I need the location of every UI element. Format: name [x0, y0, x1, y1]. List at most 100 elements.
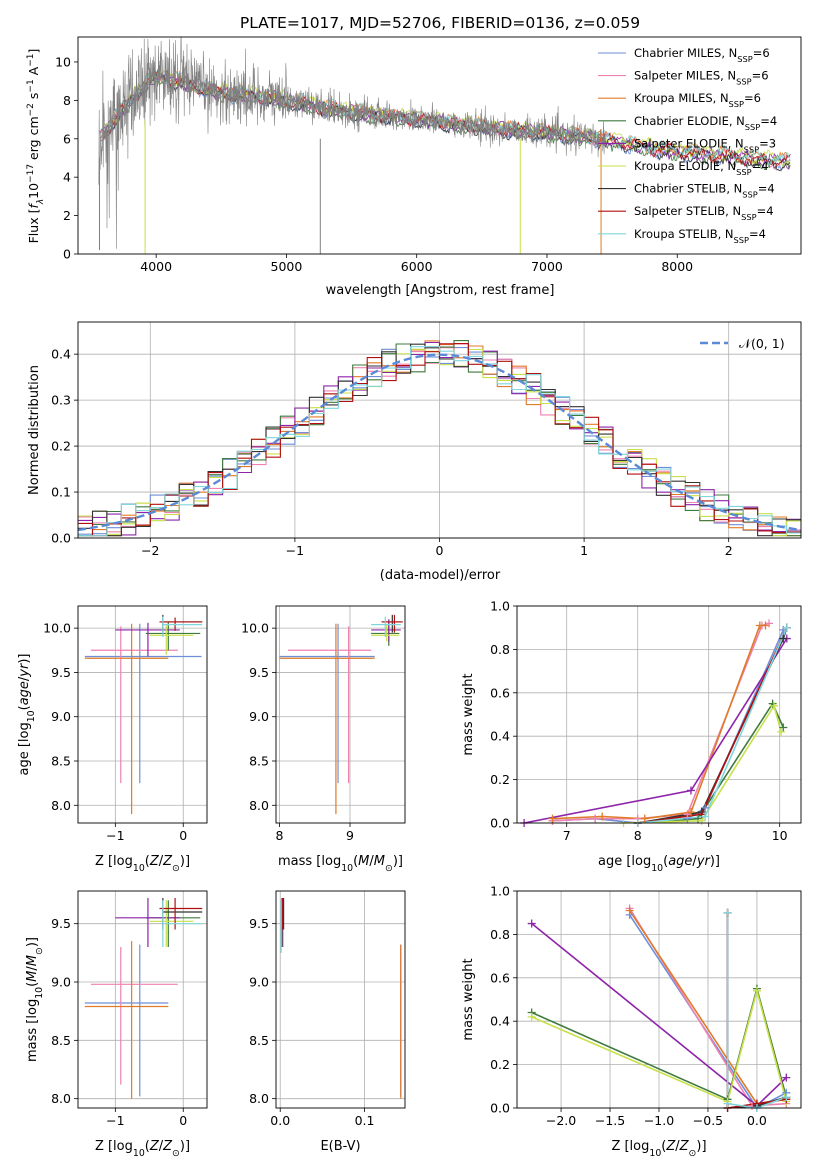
- label-part: Kroupa STELIB, N: [634, 227, 734, 241]
- weight-line: [531, 987, 788, 1103]
- label-part: 10: [133, 1148, 145, 1159]
- y-axis-label: mass weight: [461, 673, 476, 755]
- label-part: =4: [758, 182, 775, 196]
- label-part: =6: [752, 69, 769, 83]
- label-part: SSP: [737, 54, 752, 64]
- y-axis-label: age [log10(age/yr)]: [17, 653, 37, 775]
- x-tick-label: 4000: [140, 259, 172, 274]
- axes-frame: [516, 605, 802, 824]
- weight-marker: [548, 814, 557, 823]
- chart-spectrum: 4000 5000 6000 7000 8000 0 2 4 6 8 10 Chabrier MILE…: [26, 36, 802, 298]
- label-part: (: [661, 1139, 666, 1154]
- label-part: ⊙: [385, 863, 393, 874]
- label-part: /: [17, 676, 32, 681]
- y-tick-label: 10.0: [241, 621, 269, 636]
- label-part: =4: [760, 114, 777, 128]
- label-part: yr: [17, 662, 32, 678]
- x-tick-label: 9: [346, 828, 354, 843]
- x-tick-label: −1.0: [644, 1113, 674, 1128]
- legend-label: Kroupa STELIB, NSSP=4: [634, 227, 766, 245]
- label-part: 10: [341, 863, 353, 874]
- plot-area: [279, 614, 403, 815]
- chart-residuals: −2 −1 0 1 2 0.0 0.1 0.2 0.3 0.4 𝒩(0, 1) (data-model…: [27, 321, 802, 583]
- label-part: −17: [26, 164, 36, 183]
- x-axis-label: wavelength [Angstrom, rest frame]: [326, 283, 555, 298]
- axes-frame: [275, 890, 406, 1109]
- x-tick-label: 2: [725, 543, 733, 558]
- weight-marker: [625, 906, 634, 915]
- label-part: 10: [649, 1148, 661, 1159]
- label-part: Chabrier MILES, N: [634, 46, 737, 60]
- label-part: ]: [26, 49, 41, 54]
- y-tick-label: 8.5: [51, 1033, 71, 1048]
- axes-frame: [77, 321, 802, 539]
- legend-label: Salpeter ELODIE, NSSP=3: [634, 136, 776, 154]
- label-part: =4: [757, 204, 774, 218]
- label-part: f: [26, 203, 41, 209]
- label-part: /: [159, 854, 164, 869]
- y-tick-label: 0.8: [490, 642, 510, 657]
- y-tick-label: 1.0: [490, 599, 510, 614]
- label-part: 10: [26, 183, 41, 199]
- y-axis-label: mass weight: [461, 958, 476, 1040]
- y-tick-label: 9.5: [249, 665, 269, 680]
- chart-z-weight: −2.0 −1.5 −1.0 −0.5 0.0 0.0 0.2 0.4 0.6 0.8 1.0 Z […: [461, 884, 802, 1159]
- label-part: ⊙: [34, 947, 45, 955]
- y-axis-label: Flux [fλ10−17 erg cm−2 s−1 A−1]: [26, 49, 46, 244]
- histogram-step: [78, 343, 801, 537]
- label-part: Chabrier STELIB, N: [634, 182, 742, 196]
- x-tick-label: 7: [563, 828, 571, 843]
- label-part: Z: [665, 1139, 676, 1154]
- label-part: age: [17, 681, 32, 705]
- label-part: λ: [36, 199, 46, 205]
- plot-area: [84, 898, 203, 1099]
- gaussian-curve: [78, 353, 801, 532]
- weight-line: [523, 638, 788, 823]
- label-part: age [log: [17, 722, 32, 775]
- y-tick-label: 9.5: [51, 916, 71, 931]
- label-part: Z: [162, 854, 173, 869]
- weight-marker: [782, 623, 791, 632]
- y-tick-label: 8.0: [51, 1091, 71, 1106]
- y-tick-label: 0.1: [51, 485, 71, 500]
- y-tick-label: 9.0: [51, 975, 71, 990]
- weight-marker: [723, 908, 732, 917]
- label-part: Z [log: [95, 1139, 133, 1154]
- y-tick-label: 8.5: [249, 1033, 269, 1048]
- label-part: 10: [133, 863, 145, 874]
- label-part: =6: [744, 91, 761, 105]
- weight-marker: [527, 919, 536, 928]
- label-part: s: [26, 93, 41, 104]
- y-tick-label: 0.4: [490, 729, 510, 744]
- label-part: (: [17, 705, 32, 710]
- weight-marker: [777, 727, 786, 736]
- label-part: =4: [749, 227, 766, 241]
- y-tick-label: 8.0: [249, 1091, 269, 1106]
- weight-marker: [761, 621, 770, 630]
- axes-frame: [516, 890, 802, 1109]
- x-axis-label: Z [log10(Z/Z⊙)]: [95, 1139, 190, 1159]
- y-tick-label: 0.0: [490, 1101, 510, 1116]
- label-part: Salpeter STELIB, N: [634, 204, 741, 218]
- x-tick-label: 5000: [271, 259, 303, 274]
- y-tick-label: 8: [63, 93, 71, 108]
- label-part: erg cm: [26, 116, 41, 164]
- label-part: Salpeter ELODIE, N: [634, 136, 744, 150]
- label-part: Z [log: [95, 854, 133, 869]
- y-tick-label: 0.0: [51, 531, 71, 546]
- chart-ebv-mass: 0.0 0.1 8.0 8.5 9.0 9.5 E(B-V): [249, 890, 406, 1154]
- x-tick-label: −1: [106, 828, 124, 843]
- legend-label: Kroupa ELODIE, NSSP=4: [634, 159, 769, 177]
- label-part: (: [145, 854, 150, 869]
- plot-area: [523, 622, 788, 823]
- label-part: (: [145, 1139, 150, 1154]
- label-part: SSP: [741, 212, 756, 222]
- x-tick-label: −2: [141, 543, 159, 558]
- y-tick-label: 0.2: [490, 772, 510, 787]
- label-part: 10: [26, 710, 37, 722]
- label-part: )]: [710, 854, 720, 869]
- y-tick-label: 6: [63, 131, 71, 146]
- weight-line: [623, 703, 782, 823]
